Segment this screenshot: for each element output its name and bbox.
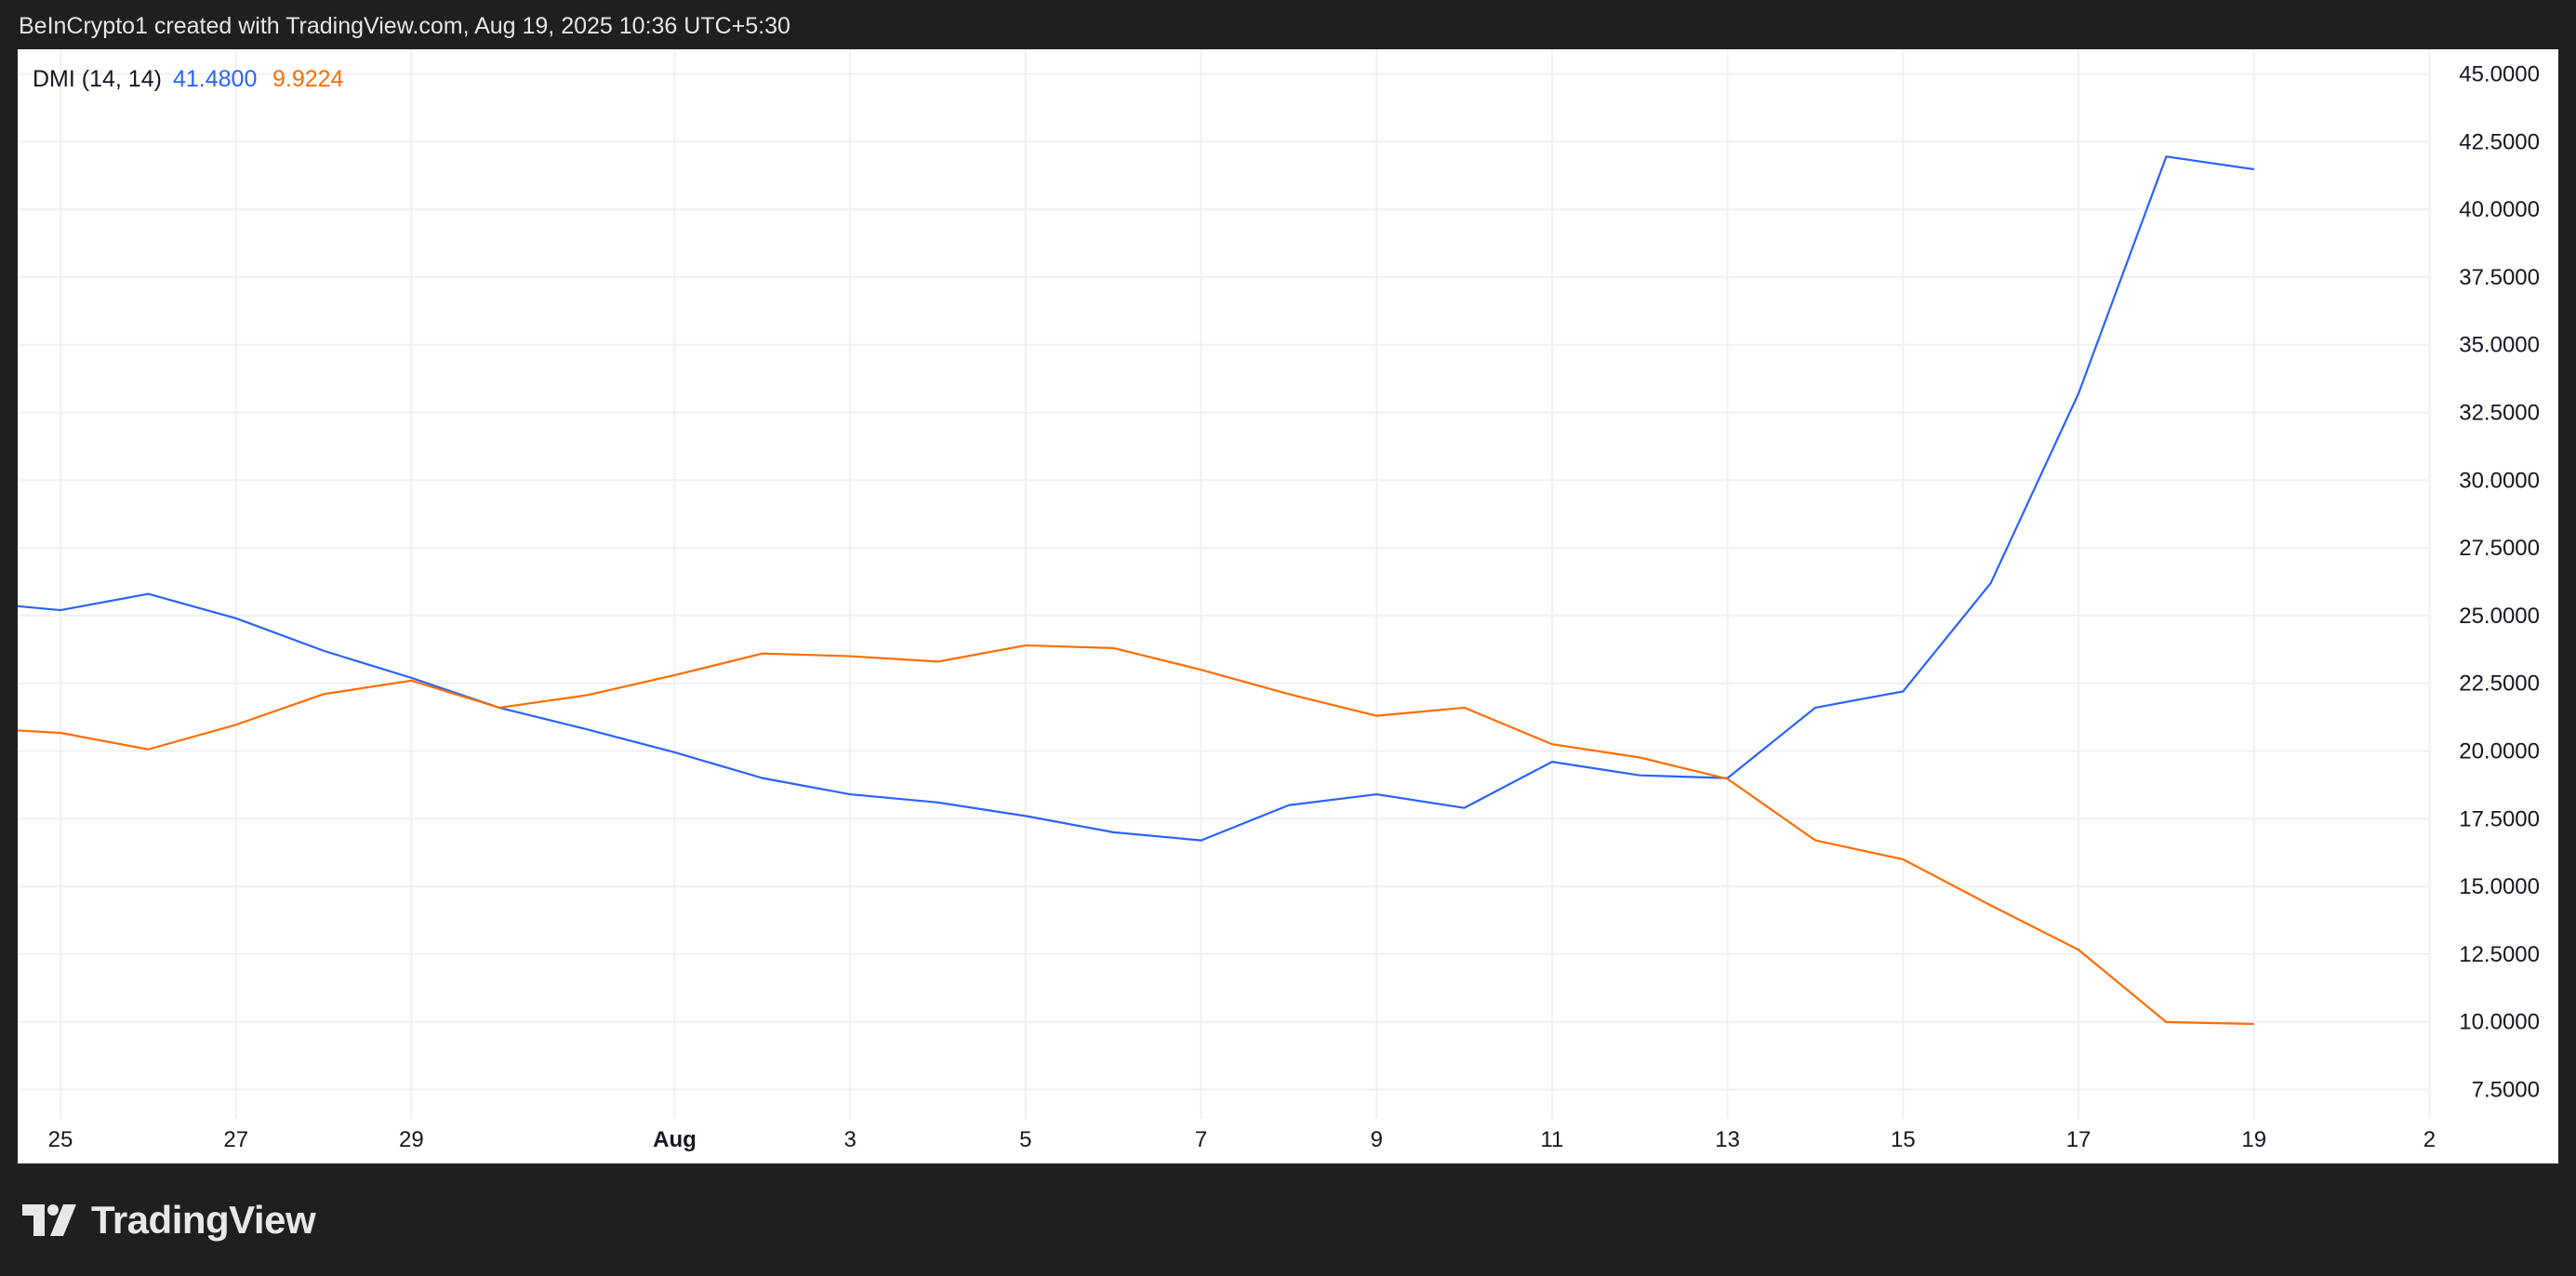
y-tick-label: 35.0000 bbox=[2459, 333, 2540, 358]
y-tick-label: 15.0000 bbox=[2459, 874, 2540, 899]
x-tick-label: 17 bbox=[2066, 1127, 2091, 1152]
minus-di-line bbox=[18, 644, 2254, 1026]
y-tick-label: 10.0000 bbox=[2459, 1010, 2540, 1035]
x-tick-label: 15 bbox=[1891, 1127, 1916, 1152]
x-tick-label: 19 bbox=[2241, 1127, 2266, 1152]
chart-caption: BeInCrypto1 created with TradingView.com… bbox=[19, 13, 790, 39]
y-tick-label: 22.5000 bbox=[2459, 671, 2540, 697]
y-tick-label: 30.0000 bbox=[2459, 468, 2540, 493]
legend-title: DMI (14, 14) bbox=[33, 66, 162, 92]
legend-plus-di-value: 41.4800 bbox=[173, 66, 257, 92]
x-tick-label: 5 bbox=[1019, 1127, 1031, 1152]
y-tick-label: 25.0000 bbox=[2459, 604, 2540, 629]
legend-minus-di-value: 9.9224 bbox=[272, 66, 344, 92]
y-tick-label: 45.0000 bbox=[2459, 62, 2540, 87]
tradingview-logo-text: TradingView bbox=[91, 1198, 316, 1242]
x-tick-label: 2 bbox=[2423, 1127, 2436, 1152]
tradingview-logo: TradingView bbox=[22, 1198, 316, 1243]
x-tick-label: 11 bbox=[1540, 1127, 1563, 1152]
plus-di-line bbox=[18, 155, 2254, 842]
dmi-chart: 7.5000 10.0000 12.5000 15.0000 17.5000 20.000… bbox=[18, 49, 2540, 1152]
y-tick-label: 40.0000 bbox=[2459, 197, 2540, 222]
x-tick-label: 29 bbox=[399, 1127, 424, 1152]
x-tick-label: 3 bbox=[843, 1127, 856, 1152]
y-tick-label: 20.0000 bbox=[2459, 739, 2540, 764]
x-tick-label: 7 bbox=[1195, 1127, 1207, 1152]
x-tick-label: 27 bbox=[223, 1127, 248, 1152]
x-tick-label: 13 bbox=[1715, 1127, 1740, 1152]
y-tick-label: 7.5000 bbox=[2472, 1078, 2540, 1103]
y-tick-label: 12.5000 bbox=[2459, 942, 2540, 967]
y-tick-label: 32.5000 bbox=[2459, 401, 2540, 426]
y-tick-label: 37.5000 bbox=[2459, 265, 2540, 290]
y-tick-label: 27.5000 bbox=[2459, 536, 2540, 561]
tradingview-logo-icon bbox=[22, 1204, 76, 1236]
y-tick-label: 17.5000 bbox=[2459, 806, 2540, 831]
y-tick-label: 42.5000 bbox=[2459, 129, 2540, 154]
chart-panel: 7.5000 10.0000 12.5000 15.0000 17.5000 20.000… bbox=[18, 49, 2558, 1163]
x-tick-label: 25 bbox=[48, 1127, 73, 1152]
x-tick-label: Aug bbox=[653, 1127, 697, 1152]
x-tick-label: 9 bbox=[1371, 1127, 1383, 1152]
